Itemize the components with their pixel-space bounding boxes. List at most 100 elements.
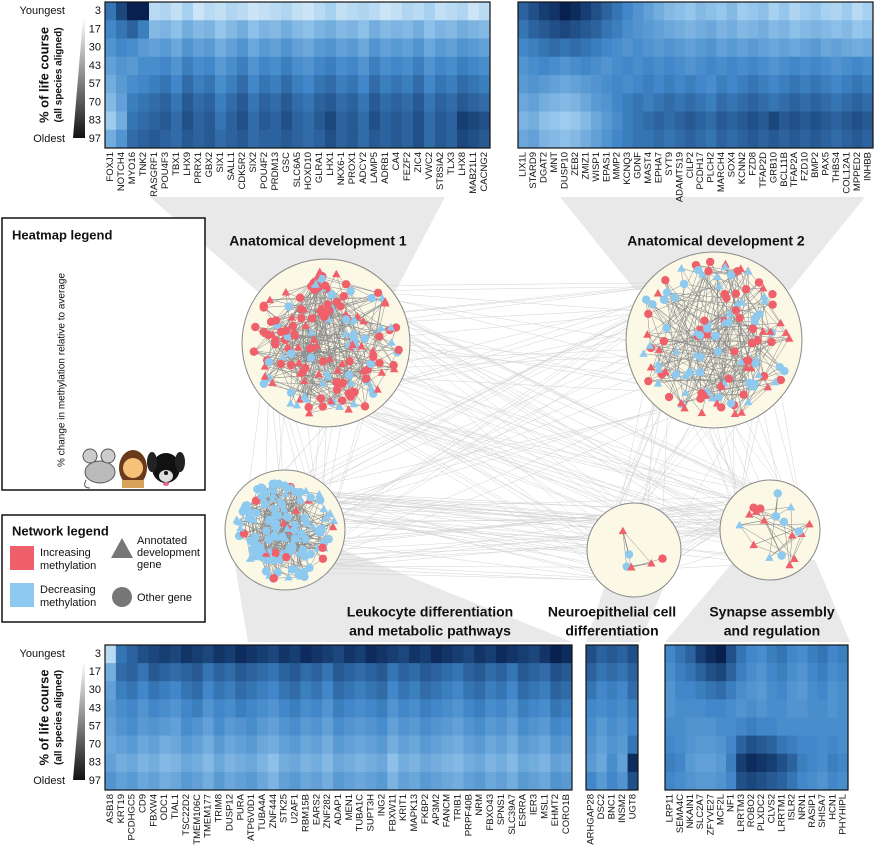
heatmap-cell bbox=[311, 699, 323, 718]
heatmap-cell bbox=[413, 20, 425, 39]
heatmap-cell bbox=[474, 645, 486, 664]
legend-label: methylation bbox=[40, 560, 96, 572]
heatmap-cell bbox=[539, 699, 551, 718]
heatmap-cell bbox=[550, 735, 562, 755]
gene-label: KRIT1 bbox=[398, 794, 409, 821]
heatmap-legend-box bbox=[1, 217, 206, 491]
gene-node bbox=[271, 340, 280, 349]
heatmap-cell bbox=[665, 753, 676, 773]
heatmap-cell bbox=[325, 20, 337, 39]
heatmap-cell bbox=[159, 771, 171, 791]
heatmap-cell bbox=[665, 717, 676, 737]
gene-node bbox=[648, 300, 657, 309]
edge bbox=[300, 309, 309, 408]
heatmap-cell bbox=[105, 111, 117, 131]
heatmap-cell bbox=[528, 38, 540, 58]
heatmap-cell bbox=[105, 663, 117, 682]
gene-label: FEZF2 bbox=[402, 152, 413, 181]
heatmap-cell bbox=[561, 735, 573, 755]
heatmap-cell bbox=[365, 681, 377, 700]
heatmap-cell bbox=[596, 681, 608, 700]
heatmap-cell bbox=[841, 2, 853, 21]
heatmap-cell bbox=[852, 93, 863, 112]
heatmap-cell bbox=[827, 645, 839, 664]
heatmap-cell bbox=[137, 753, 149, 773]
row-axis-title: % of life course bbox=[36, 27, 51, 123]
heatmap-cell bbox=[685, 663, 696, 682]
heatmap-cell bbox=[787, 645, 798, 664]
heatmap-cell bbox=[716, 75, 728, 94]
heatmap-cell bbox=[862, 129, 874, 149]
gene-node bbox=[700, 316, 709, 325]
heatmap-cell bbox=[779, 20, 790, 39]
heatmap-cell bbox=[116, 93, 128, 112]
heatmap-cell bbox=[474, 753, 486, 773]
heatmap-cell bbox=[325, 56, 337, 76]
heatmap-cell bbox=[776, 663, 788, 682]
mouse-icon bbox=[82, 448, 116, 489]
heatmap-cell bbox=[325, 111, 337, 131]
heatmap-cell bbox=[463, 663, 475, 682]
heatmap-cell bbox=[204, 20, 216, 39]
heatmap-cell bbox=[789, 2, 801, 21]
gene-node bbox=[386, 323, 396, 331]
gene-node bbox=[759, 516, 769, 524]
edge bbox=[301, 293, 333, 310]
heatmap-cell bbox=[235, 645, 247, 664]
heatmap-cell bbox=[779, 93, 790, 112]
heatmap-cell bbox=[300, 717, 312, 737]
heatmap-cell bbox=[715, 681, 727, 700]
gene-label: THBS4 bbox=[831, 152, 842, 183]
gene-node bbox=[787, 531, 797, 539]
heatmap-cell bbox=[479, 2, 491, 21]
heatmap-cell bbox=[343, 681, 356, 700]
gene-node bbox=[359, 316, 368, 325]
heatmap-cell bbox=[474, 681, 486, 700]
gene-label: MEN1 bbox=[344, 794, 355, 820]
heatmap-cell bbox=[202, 699, 215, 718]
heatmap-cell bbox=[246, 753, 258, 773]
heatmap-cell bbox=[257, 645, 269, 664]
edge bbox=[695, 264, 732, 276]
edge bbox=[631, 558, 663, 568]
gene-node bbox=[653, 288, 663, 297]
heatmap-cell bbox=[580, 93, 592, 112]
gene-node bbox=[357, 341, 366, 350]
heatmap-cell bbox=[347, 93, 359, 112]
gene-node bbox=[271, 549, 280, 558]
heatmap-cell bbox=[430, 681, 443, 700]
heatmap-cell bbox=[665, 663, 676, 682]
heatmap-cell bbox=[270, 2, 282, 21]
heatmap-cell bbox=[314, 75, 326, 94]
gene-node bbox=[307, 327, 316, 336]
heatmap-cell bbox=[653, 38, 665, 58]
heatmap-cell bbox=[347, 38, 359, 58]
edge bbox=[332, 329, 390, 403]
heatmap-cell bbox=[776, 699, 788, 718]
heatmap-cell bbox=[149, 20, 161, 39]
heatmap-cell bbox=[580, 2, 592, 21]
heatmap-cell bbox=[213, 681, 225, 700]
heatmap-cell bbox=[369, 20, 381, 39]
heatmap-cell bbox=[747, 129, 759, 149]
gene-node bbox=[737, 297, 747, 306]
heatmap-cell bbox=[807, 645, 818, 664]
gene-label: NKX6-1 bbox=[336, 152, 347, 185]
heatmap-cell bbox=[632, 38, 644, 58]
heatmap-cell bbox=[570, 2, 582, 21]
heatmap-cell bbox=[336, 129, 348, 149]
heatmap-cell bbox=[127, 129, 139, 149]
heatmap-cell bbox=[281, 111, 293, 131]
heatmap-cell bbox=[204, 75, 216, 94]
heatmap-cell bbox=[726, 129, 738, 149]
cross-edge bbox=[355, 292, 762, 497]
heatmap-cell bbox=[474, 663, 486, 682]
cross-edge bbox=[316, 502, 640, 518]
heatmap-cell bbox=[303, 111, 315, 131]
heatmap-cell bbox=[632, 20, 644, 39]
heatmap-cell bbox=[224, 699, 236, 718]
heatmap-cell bbox=[606, 681, 618, 700]
gene-label: LRRTM3 bbox=[736, 794, 747, 832]
heatmap-cell bbox=[181, 699, 193, 718]
heatmap-cell bbox=[716, 20, 728, 39]
